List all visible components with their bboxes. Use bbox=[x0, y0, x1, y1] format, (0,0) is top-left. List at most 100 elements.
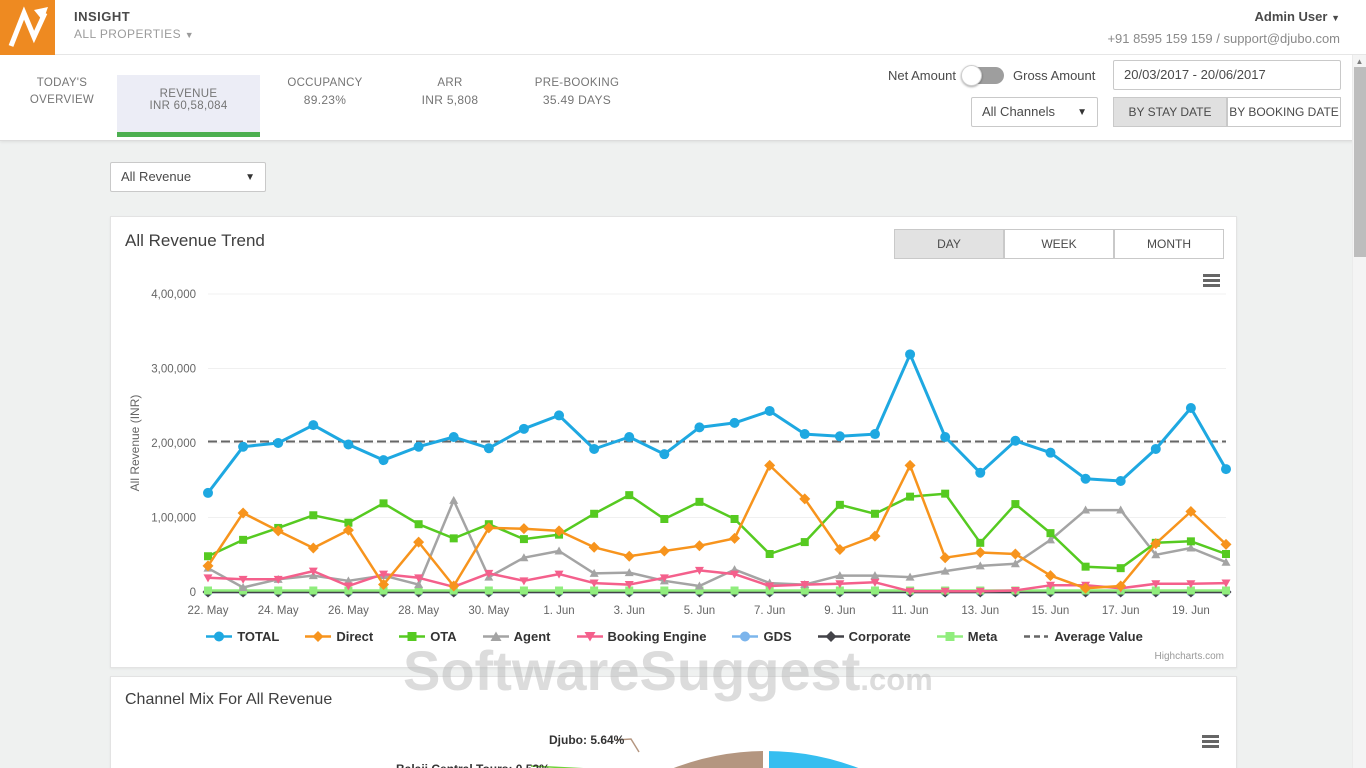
data-point bbox=[835, 580, 845, 589]
data-point bbox=[1185, 506, 1197, 518]
channel-card-title: Channel Mix For All Revenue bbox=[125, 691, 333, 708]
tab-label: ARR bbox=[437, 77, 463, 89]
y-axis-label: 1,00,000 bbox=[151, 513, 196, 525]
legend-marker-icon bbox=[936, 632, 963, 641]
legend-item-gds[interactable]: GDS bbox=[732, 629, 792, 644]
legend-label: Meta bbox=[967, 629, 998, 644]
chart-menu-icon[interactable] bbox=[1202, 735, 1219, 748]
x-axis-label: 26. May bbox=[328, 605, 369, 617]
data-point bbox=[414, 586, 423, 595]
data-point bbox=[554, 546, 564, 555]
property-selector[interactable]: ALL PROPERTIES ▼ bbox=[74, 27, 194, 41]
data-point bbox=[660, 586, 669, 595]
data-point bbox=[976, 538, 985, 547]
scrollbar-thumb[interactable] bbox=[1354, 67, 1366, 257]
tab-revenue[interactable]: REVENUE INR 60,58,084 bbox=[117, 75, 260, 137]
legend-label: Direct bbox=[336, 629, 374, 644]
legend-marker-icon bbox=[206, 631, 233, 642]
data-point bbox=[800, 538, 809, 547]
tab-pre-booking[interactable]: PRE-BOOKING 35.49 DAYS bbox=[510, 75, 644, 109]
data-point bbox=[1115, 580, 1127, 592]
djubo-logo[interactable] bbox=[0, 0, 55, 55]
data-point bbox=[623, 550, 635, 562]
data-point bbox=[905, 587, 915, 596]
data-point bbox=[1221, 579, 1231, 588]
y-axis-label: 4,00,000 bbox=[151, 289, 196, 301]
data-point bbox=[237, 507, 249, 519]
chart-menu-icon[interactable] bbox=[1203, 274, 1220, 287]
user-menu[interactable]: Admin User ▼ bbox=[1254, 9, 1340, 24]
tab-arr[interactable]: ARR INR 5,808 bbox=[400, 75, 500, 109]
by-booking-date-button[interactable]: BY BOOKING DATE bbox=[1227, 97, 1341, 127]
data-point bbox=[449, 534, 458, 543]
data-point bbox=[204, 586, 212, 595]
revenue-filter-select[interactable]: All Revenue ▼ bbox=[110, 162, 266, 192]
data-point bbox=[308, 567, 318, 576]
scroll-up-icon[interactable]: ▲ bbox=[1355, 57, 1364, 66]
legend-item-meta[interactable]: Meta bbox=[936, 629, 998, 644]
x-axis-label: 30. May bbox=[468, 605, 509, 617]
data-point bbox=[1044, 570, 1056, 582]
legend-item-direct[interactable]: Direct bbox=[305, 629, 373, 644]
data-point bbox=[940, 587, 950, 596]
revenue-trend-card: All Revenue Trend DAY WEEK MONTH 0 1,00,0… bbox=[110, 216, 1237, 668]
tab-todays-overview[interactable]: TODAY'S OVERVIEW bbox=[20, 75, 104, 109]
legend-item-agent[interactable]: Agent bbox=[482, 629, 551, 644]
data-point bbox=[1046, 529, 1055, 538]
channels-select[interactable]: All Channels ▼ bbox=[971, 97, 1098, 127]
data-point bbox=[1186, 543, 1196, 552]
data-point bbox=[660, 514, 669, 523]
data-point bbox=[658, 545, 670, 557]
data-point bbox=[1220, 538, 1232, 550]
data-point bbox=[975, 587, 985, 596]
data-point bbox=[1045, 535, 1055, 544]
data-point bbox=[343, 439, 354, 450]
revenue-filter-value: All Revenue bbox=[121, 169, 192, 184]
range-week-button[interactable]: WEEK bbox=[1004, 229, 1114, 259]
tab-value: 89.23% bbox=[303, 93, 347, 107]
data-point bbox=[1186, 586, 1195, 595]
legend-marker-icon bbox=[576, 632, 603, 642]
data-point bbox=[519, 577, 529, 586]
series-line-ota bbox=[207, 492, 1227, 570]
data-point bbox=[975, 467, 986, 478]
date-range-input[interactable]: 20/03/2017 - 20/06/2017 bbox=[1113, 60, 1341, 90]
data-point bbox=[870, 586, 879, 595]
data-point bbox=[800, 586, 809, 595]
toggle-knob bbox=[961, 65, 982, 86]
data-point bbox=[1009, 548, 1021, 560]
data-point bbox=[1010, 587, 1020, 596]
data-point bbox=[694, 566, 704, 575]
data-point bbox=[1045, 581, 1055, 590]
legend-item-total[interactable]: TOTAL bbox=[206, 629, 279, 644]
range-day-button[interactable]: DAY bbox=[894, 229, 1004, 259]
range-month-button[interactable]: MONTH bbox=[1114, 229, 1224, 259]
legend-item-average-value[interactable]: Average Value bbox=[1023, 629, 1143, 644]
legend-label: Average Value bbox=[1054, 629, 1143, 644]
data-point bbox=[1151, 580, 1161, 589]
net-gross-toggle[interactable] bbox=[961, 65, 1004, 86]
data-point bbox=[555, 586, 564, 595]
data-point bbox=[1222, 550, 1230, 559]
logo-arrow-icon bbox=[8, 6, 48, 47]
x-axis-label: 13. Jun bbox=[961, 605, 999, 617]
data-point bbox=[273, 438, 284, 448]
data-point bbox=[1151, 550, 1161, 559]
data-point bbox=[1186, 537, 1195, 546]
channel-mix-pie[interactable] bbox=[506, 751, 1026, 768]
data-point bbox=[1080, 473, 1091, 484]
data-point bbox=[695, 586, 704, 595]
legend-item-corporate[interactable]: Corporate bbox=[817, 629, 911, 644]
by-stay-date-button[interactable]: BY STAY DATE bbox=[1113, 97, 1227, 127]
tab-label: OCCUPANCY bbox=[287, 77, 363, 89]
tab-occupancy[interactable]: OCCUPANCY 89.23% bbox=[270, 75, 380, 109]
data-point bbox=[589, 568, 599, 577]
data-point bbox=[765, 582, 775, 591]
legend-label: Corporate bbox=[848, 629, 911, 644]
data-point bbox=[239, 535, 248, 544]
series-line-direct bbox=[206, 464, 1227, 590]
legend-item-booking-engine[interactable]: Booking Engine bbox=[576, 629, 706, 644]
chevron-down-icon: ▼ bbox=[1077, 107, 1087, 118]
page-scrollbar[interactable]: ▲ bbox=[1352, 55, 1366, 768]
legend-item-ota[interactable]: OTA bbox=[399, 629, 457, 644]
